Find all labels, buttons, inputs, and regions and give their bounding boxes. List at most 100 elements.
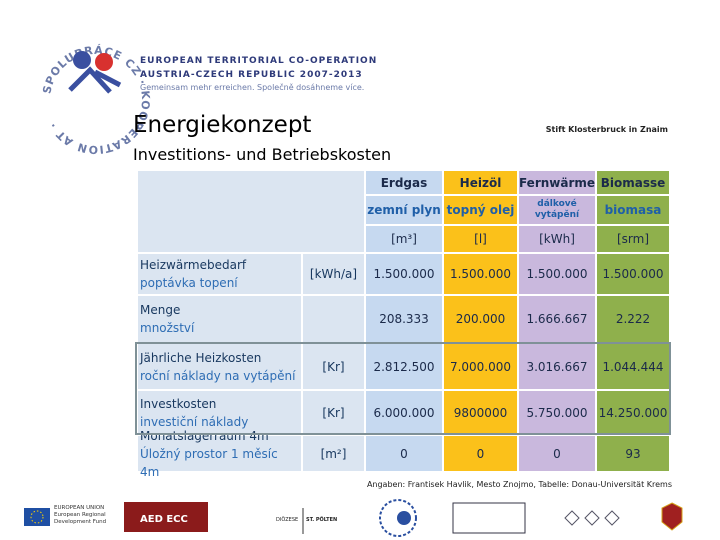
column-name: Fernwärme bbox=[518, 175, 596, 190]
value: 7.000.000 bbox=[449, 359, 512, 374]
table-cell: biomasa bbox=[596, 195, 670, 225]
table-cell: 1.500.000 bbox=[596, 253, 670, 295]
aed-logo bbox=[124, 502, 208, 532]
crest bbox=[661, 502, 683, 531]
program-line: AUSTRIA-CZECH REPUBLIC 2007-2013 bbox=[140, 70, 363, 80]
table-cell: [Kr] bbox=[302, 390, 365, 435]
eu-label-box: EUROPEAN UNION European Regional Develop… bbox=[54, 505, 107, 525]
table-cell bbox=[302, 295, 365, 343]
row-unit: [Kr] bbox=[322, 359, 345, 374]
aed-label: AED ECC bbox=[140, 514, 188, 525]
table-cell: 1.044.444 bbox=[596, 343, 670, 390]
column-name: Erdgas bbox=[380, 175, 428, 190]
column-unit: [kWh] bbox=[539, 232, 575, 246]
value: 1.500.000 bbox=[373, 267, 435, 281]
university-logo bbox=[397, 511, 411, 525]
value: 200.000 bbox=[455, 312, 506, 326]
column-name: Biomasse bbox=[600, 175, 666, 190]
table-cell: 0 bbox=[365, 435, 443, 472]
table-cell: 208.333 bbox=[365, 295, 443, 343]
table-cell: [kWh] bbox=[518, 225, 596, 253]
row-label: Monatslagerraum 4m bbox=[140, 428, 269, 443]
value: 5.750.000 bbox=[526, 405, 588, 420]
table-cell: Investkosten investiční náklady bbox=[137, 390, 302, 435]
partner-logo bbox=[564, 510, 620, 526]
table-cell: 5.750.000 bbox=[518, 390, 596, 435]
row-label: Investkosten bbox=[140, 396, 217, 411]
logo-figure bbox=[95, 53, 113, 71]
table-cell bbox=[137, 170, 365, 253]
row-unit: [m²] bbox=[320, 446, 347, 461]
value: 208.333 bbox=[379, 312, 429, 326]
column-name-cz: zemní plyn bbox=[367, 203, 441, 217]
university-logo bbox=[379, 499, 417, 537]
table-cell: Heizwärmebedarf poptávka topení bbox=[137, 253, 302, 295]
diocese-label: DIÖZESE bbox=[276, 516, 298, 523]
row-unit: [kWh/a] bbox=[309, 267, 358, 281]
value: 2.812.500 bbox=[373, 359, 435, 374]
table-cell: 200.000 bbox=[443, 295, 518, 343]
row-label-cz: investiční náklady bbox=[140, 414, 249, 429]
program-line: Gemeinsam mehr erreichen. Společně dosáh… bbox=[140, 82, 364, 92]
table-cell: 1.500.000 bbox=[518, 253, 596, 295]
value: 0 bbox=[476, 446, 485, 461]
diocese-city: ST. PÖLTEN bbox=[306, 516, 337, 523]
eu-stars bbox=[30, 510, 44, 524]
slide-title: Energiekonzept bbox=[133, 112, 311, 138]
row-unit: [Kr] bbox=[322, 405, 345, 420]
value: 1.666.667 bbox=[526, 312, 588, 326]
table-cell: [l] bbox=[443, 225, 518, 253]
institute-logo bbox=[452, 502, 526, 534]
table-cell: Menge množství bbox=[137, 295, 302, 343]
row-label: Jährliche Heizkosten bbox=[140, 350, 262, 365]
value: 1.044.444 bbox=[602, 359, 664, 374]
table-cell: Monatslagerraum 4m Úložný prostor 1 měsíc… bbox=[137, 429, 302, 479]
table-cell: [Kr] bbox=[302, 343, 365, 390]
row-label-cz: Úložný prostor 1 měsíc 4m bbox=[140, 446, 278, 479]
row-label-cz: roční náklady na vytápění bbox=[140, 368, 296, 383]
table-cell: Heizöl bbox=[443, 170, 518, 195]
column-name: Heizöl bbox=[459, 175, 502, 190]
row-label: Menge bbox=[140, 303, 181, 317]
row-label-cz: množství bbox=[140, 321, 195, 335]
value: 6.000.000 bbox=[373, 405, 435, 420]
value: 3.016.667 bbox=[526, 359, 588, 374]
program-line: EUROPEAN TERRITORIAL CO-OPERATION bbox=[140, 56, 377, 66]
table-cell: 2.222 bbox=[596, 295, 670, 343]
highlight-frame bbox=[135, 342, 671, 435]
value: 1.500.000 bbox=[526, 267, 588, 281]
source-note: Angaben: Frantisek Havlik, Mesto Znojmo,… bbox=[367, 480, 672, 489]
table-cell: Jährliche Heizkosten roční náklady na vyt… bbox=[137, 343, 302, 390]
table-cell: 0 bbox=[443, 435, 518, 472]
table-cell: [m³] bbox=[365, 225, 443, 253]
table-cell: Erdgas bbox=[365, 170, 443, 195]
table-cell: 1.500.000 bbox=[443, 253, 518, 295]
table-cell: [m²] bbox=[302, 435, 365, 472]
value: 93 bbox=[625, 446, 641, 461]
value: 1.500.000 bbox=[602, 267, 664, 281]
column-name-cz: biomasa bbox=[604, 203, 662, 217]
table-cell: 1.500.000 bbox=[365, 253, 443, 295]
table-cell: Fernwärme bbox=[518, 170, 596, 195]
table-cell: topný olej bbox=[443, 195, 518, 225]
value: 9800000 bbox=[453, 405, 508, 420]
value: 0 bbox=[553, 446, 561, 461]
column-name-cz: topný olej bbox=[446, 203, 515, 217]
table-cell: 0 bbox=[518, 435, 596, 472]
table-cell: 14.250.000 bbox=[596, 390, 670, 435]
subtitle: Investitions- und Betriebskosten bbox=[133, 145, 391, 164]
table-cell: zemní plyn bbox=[365, 195, 443, 225]
table-cell: 93 bbox=[596, 435, 670, 472]
value: 2.222 bbox=[615, 312, 651, 326]
logo-figure bbox=[68, 66, 122, 94]
row-label-cz: poptávka topení bbox=[140, 276, 238, 290]
location: Stift Klosterbruck in Znaim bbox=[546, 125, 668, 134]
eu-label: EUROPEAN UNION European Regional Develop… bbox=[54, 505, 107, 525]
column-unit: [m³] bbox=[391, 232, 417, 246]
table-cell: 2.812.500 bbox=[365, 343, 443, 390]
value: 0 bbox=[400, 446, 408, 461]
eu-flag bbox=[24, 508, 50, 526]
